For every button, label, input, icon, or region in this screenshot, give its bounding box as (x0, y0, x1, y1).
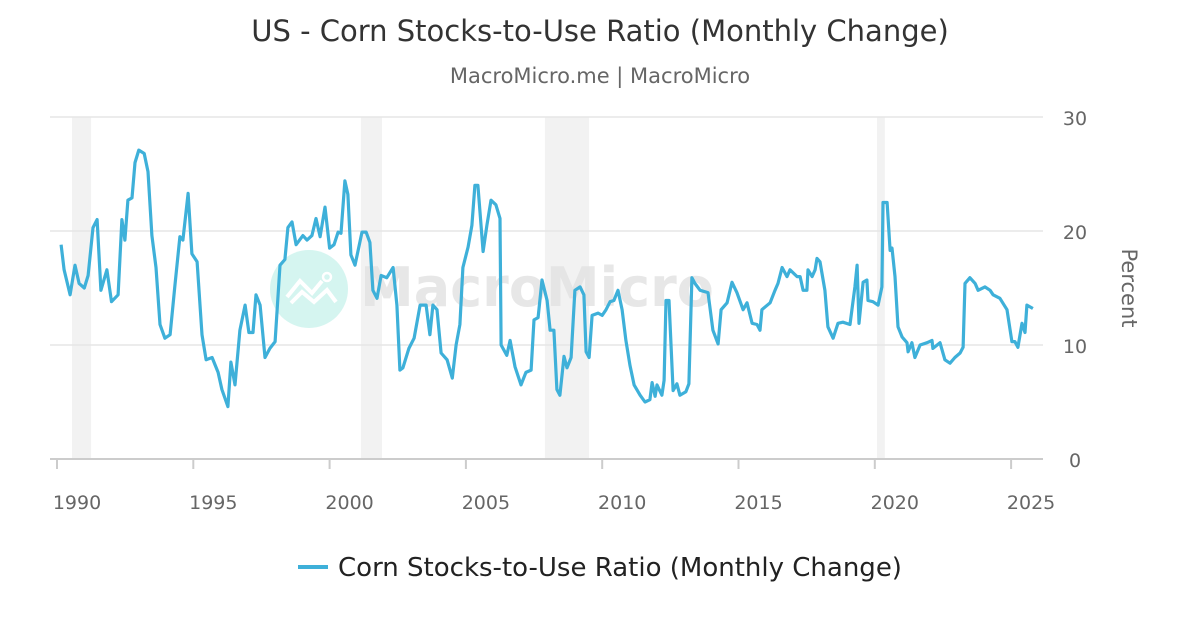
watermark-text: MacroMicro (360, 256, 714, 319)
recession-band (71, 117, 92, 459)
y-tick-label: 20 (1063, 222, 1087, 244)
y-tick-label: 30 (1063, 108, 1087, 130)
chart-subtitle: MacroMicro.me | MacroMicro (449, 64, 751, 88)
legend[interactable]: Corn Stocks-to-Use Ratio (Monthly Change… (0, 553, 1200, 583)
x-tick-label: 1995 (189, 492, 237, 514)
y-axis-title: Percent (1117, 248, 1141, 327)
watermark-logo-dot (321, 271, 333, 283)
watermark: MacroMicro (270, 250, 714, 328)
x-tick-label: 2025 (1007, 492, 1055, 514)
legend-swatch (298, 564, 329, 569)
chart-title: US - Corn Stocks-to-Use Ratio (Monthly C… (251, 14, 949, 48)
watermark-logo-line (285, 278, 324, 299)
y-tick-label: 10 (1063, 336, 1087, 358)
x-tick-label: 2010 (598, 492, 646, 514)
x-tick-label: 2020 (871, 492, 919, 514)
x-tick-label: 2005 (462, 492, 510, 514)
series-line (59, 148, 1034, 409)
watermark-logo-line (289, 287, 338, 305)
legend-label: Corn Stocks-to-Use Ratio (Monthly Change… (338, 553, 902, 583)
x-tick-label: 2015 (734, 492, 782, 514)
x-tick-label: 1990 (53, 492, 101, 514)
y-tick-label: 0 (1069, 450, 1081, 472)
x-tick-label: 2000 (325, 492, 373, 514)
